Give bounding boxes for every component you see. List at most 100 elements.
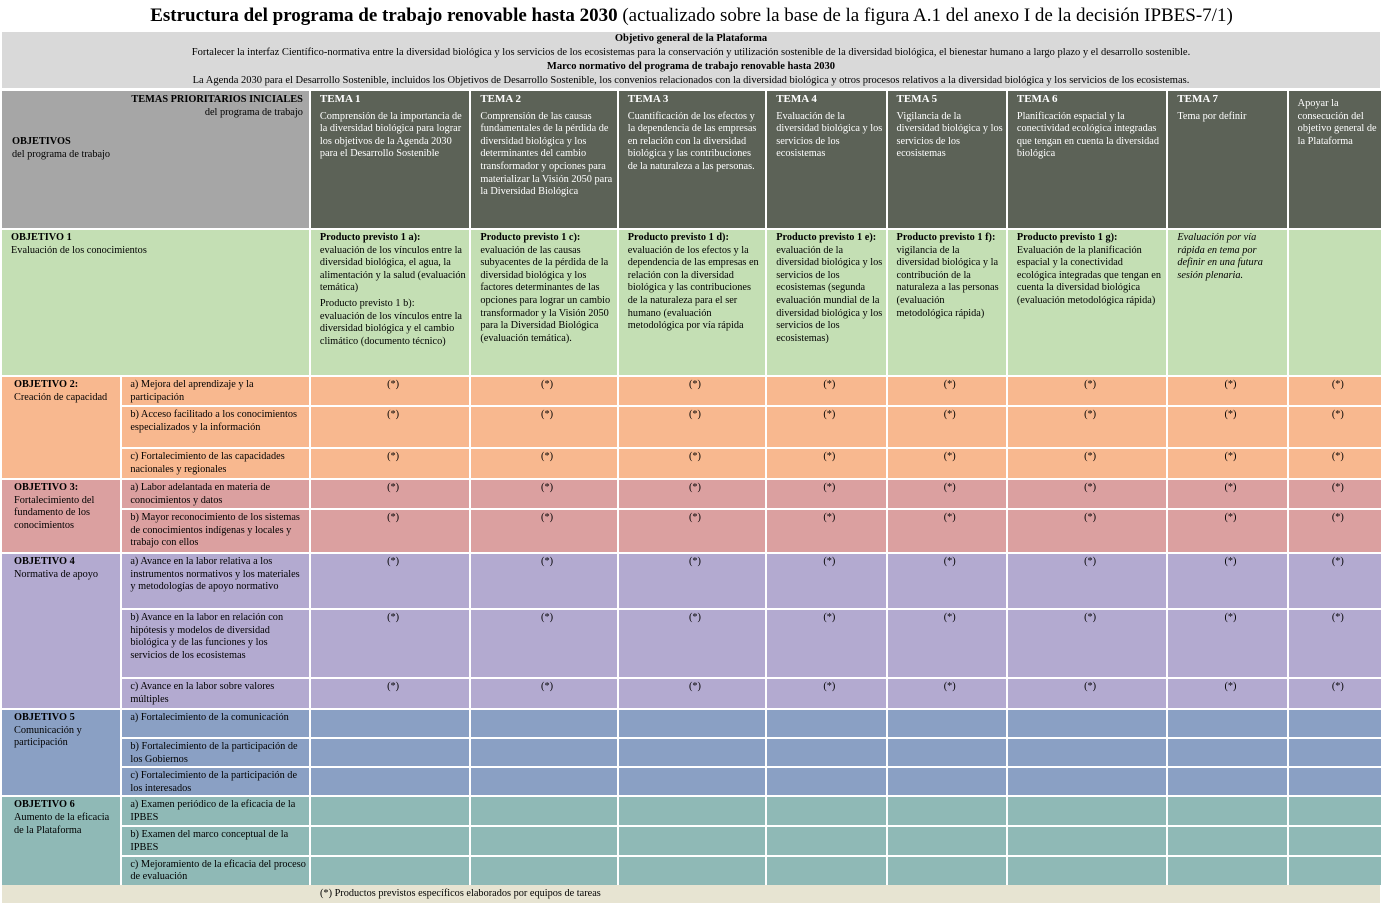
empty-cell — [618, 856, 766, 885]
objective-1-label: OBJETIVO 1 Evaluación de los conocimient… — [2, 230, 309, 375]
header-corner: TEMAS PRIORITARIOS INICIALES del program… — [2, 91, 309, 228]
product-heading: Producto previsto 1 f): — [896, 232, 996, 243]
empty-cell — [1288, 856, 1381, 885]
task-force-marker: (*) — [767, 510, 886, 552]
empty-cell — [618, 827, 766, 855]
task-force-marker: (*) — [887, 449, 1006, 478]
page-title: Estructura del programa de trabajo renov… — [0, 3, 1383, 29]
empty-cell — [471, 710, 617, 737]
empty-cell — [767, 856, 886, 885]
theme-name: TEMA 5 — [896, 93, 938, 105]
task-force-marker: (*) — [1007, 554, 1167, 608]
sub-objective-label: c) Fortalecimiento de la participación d… — [122, 768, 309, 796]
theme-desc: Apoyar la consecución del objetivo gener… — [1297, 98, 1377, 147]
platform-banner: Objetivo general de la Plataforma Fortal… — [2, 32, 1380, 88]
empty-cell — [767, 768, 886, 796]
task-force-marker: (*) — [1007, 679, 1167, 708]
product-text: evaluación de los vínculos entre la dive… — [319, 244, 466, 294]
task-force-marker: (*) — [767, 449, 886, 478]
task-force-marker: (*) — [1288, 449, 1381, 478]
task-force-marker: (*) — [618, 449, 766, 478]
task-force-marker: (*) — [618, 407, 766, 447]
objective-3-row: b) Mayor reconocimiento de los sistemas … — [2, 510, 1381, 552]
theme-name: TEMA 2 — [480, 93, 521, 105]
empty-cell — [767, 739, 886, 767]
task-force-marker: (*) — [1007, 480, 1167, 508]
objective-5-row: OBJETIVO 5 Comunicación y participación a)… — [2, 710, 1381, 796]
objective-name: OBJETIVO 2: — [14, 379, 79, 390]
task-force-marker: (*) — [1007, 407, 1167, 447]
empty-cell — [1007, 856, 1167, 885]
empty-cell — [767, 797, 886, 826]
sub-objective-label: b) Avance en la labor en relación con hi… — [122, 610, 309, 677]
task-force-marker: (*) — [618, 377, 766, 405]
empty-cell — [310, 710, 470, 737]
task-force-marker: (*) — [1007, 510, 1167, 552]
empty-cell — [767, 710, 886, 737]
objective-3-row: OBJETIVO 3: Fortalecimiento del fundament… — [2, 480, 1381, 552]
theme-header-1: TEMA 1 Comprensión de la importancia de l… — [310, 91, 470, 228]
task-force-marker: (*) — [887, 510, 1006, 552]
theme-desc: Comprensión de las causas fundamentales … — [480, 110, 613, 198]
objective-desc: Normativa de apoyo — [14, 568, 99, 580]
task-force-marker: (*) — [1168, 377, 1287, 405]
theme-name: TEMA 3 — [627, 93, 669, 105]
theme-desc: Cuantificación de los efectos y la depen… — [627, 110, 757, 172]
empty-cell — [1288, 768, 1381, 796]
product-heading: Producto previsto 1 g): — [1016, 232, 1118, 243]
empty-cell — [471, 856, 617, 885]
objective-1-product-cell: Producto previsto 1 c): evaluación de las… — [471, 230, 617, 375]
objective-name: OBJETIVO 5 — [14, 712, 75, 723]
task-force-marker: (*) — [618, 480, 766, 508]
product-text: evaluación de los efectos y la dependenc… — [627, 244, 759, 332]
empty-cell — [310, 827, 470, 855]
product-text: vigilancia de la diversidad biológica y … — [896, 244, 999, 319]
product-note: Evaluación por vía rápida en tema por de… — [1177, 232, 1263, 281]
task-force-marker: (*) — [471, 679, 617, 708]
task-force-marker: (*) — [767, 610, 886, 677]
task-force-marker: (*) — [618, 554, 766, 608]
sub-objective-label: c) Mejoramiento de la eficacia del proce… — [122, 856, 309, 885]
task-force-marker: (*) — [618, 610, 766, 677]
empty-cell — [1168, 739, 1287, 767]
empty-cell — [1288, 827, 1381, 855]
task-force-marker: (*) — [471, 510, 617, 552]
task-force-marker: (*) — [1168, 510, 1287, 552]
theme-name: TEMA 4 — [776, 93, 817, 105]
objective-1-product-cell — [1288, 230, 1381, 375]
goal-heading: Objetivo general de la Plataforma — [614, 33, 768, 44]
task-force-marker: (*) — [310, 377, 470, 405]
objective-desc: Comunicación y participación — [14, 724, 82, 749]
task-force-marker: (*) — [1007, 377, 1167, 405]
objective-6-row: OBJETIVO 6 Aumento de la eficacia de la P… — [2, 797, 1381, 885]
task-force-marker: (*) — [1168, 679, 1287, 708]
task-force-marker: (*) — [1168, 480, 1287, 508]
empty-cell — [471, 739, 617, 767]
task-force-marker: (*) — [310, 679, 470, 708]
empty-cell — [310, 797, 470, 826]
task-force-marker: (*) — [767, 554, 886, 608]
task-force-marker: (*) — [1168, 554, 1287, 608]
task-force-marker: (*) — [618, 679, 766, 708]
empty-cell — [887, 710, 1006, 737]
sub-objective-label: a) Mejora del aprendizaje y la participa… — [122, 377, 309, 405]
sub-objective-label: b) Fortalecimiento de la participación d… — [122, 739, 309, 767]
footnote-text: (*) Productos previstos específicos elab… — [320, 888, 601, 899]
task-force-marker: (*) — [1288, 554, 1381, 608]
title-bold: Estructura del programa de trabajo renov… — [150, 5, 618, 26]
empty-cell — [1168, 710, 1287, 737]
empty-cell — [471, 797, 617, 826]
empty-cell — [310, 768, 470, 796]
task-force-marker: (*) — [1288, 679, 1381, 708]
objective-desc: Creación de capacidad — [14, 391, 108, 403]
empty-cell — [1007, 739, 1167, 767]
objective-1-product-cell: Producto previsto 1 d): evaluación de los… — [618, 230, 766, 375]
theme-header-8: Apoyar la consecución del objetivo gener… — [1288, 91, 1381, 228]
objectives-subheading: del programa de trabajo — [12, 148, 111, 160]
theme-header-6: TEMA 6 Planificación espacial y la conect… — [1007, 91, 1167, 228]
task-force-marker: (*) — [767, 377, 886, 405]
theme-header-7: TEMA 7 Tema por definir — [1168, 91, 1287, 228]
theme-desc: Comprensión de la importancia de la dive… — [319, 110, 462, 160]
empty-cell — [1007, 827, 1167, 855]
sub-objective-label: c) Fortalecimiento de las capacidades na… — [122, 449, 309, 478]
